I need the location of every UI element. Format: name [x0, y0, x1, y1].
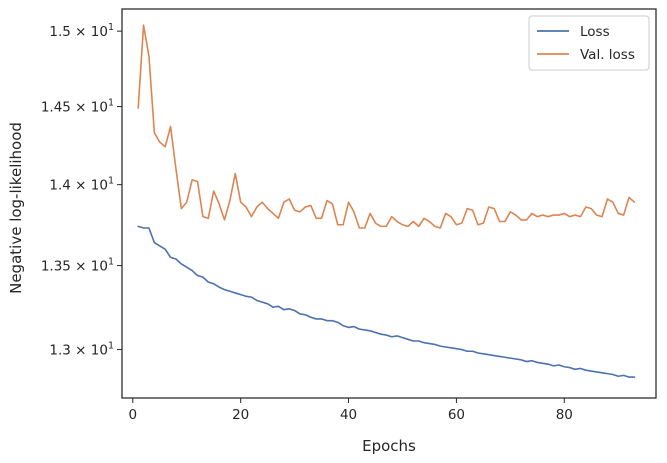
y-tick-exponent: 1: [108, 98, 114, 109]
y-axis-ticks: 1.3 × 101 1.35 × 101 1.4 × 101 1.45 × 101 1.…: [41, 22, 122, 359]
y-tick-label: 1.45 × 101: [41, 98, 114, 116]
y-tick-label: 1.3 × 101: [49, 341, 114, 359]
x-tick-label: 20: [232, 407, 249, 423]
x-axis-ticks: 0 20 40 60 80: [128, 398, 573, 423]
legend: Loss Val. loss: [528, 15, 650, 71]
x-tick-label: 60: [448, 407, 465, 423]
x-tick-label: 0: [128, 407, 137, 423]
series-layer: [137, 24, 636, 378]
y-tick-label: 1.4 × 101: [49, 176, 114, 194]
legend-label-loss: Loss: [580, 24, 610, 40]
x-tick-label: 40: [340, 407, 357, 423]
legend-label-val-loss: Val. loss: [580, 47, 635, 63]
y-tick-exponent: 1: [108, 22, 114, 33]
y-tick-label: 1.5 × 101: [49, 22, 114, 40]
x-axis-label: Epochs: [362, 437, 416, 455]
series-line-loss: [137, 225, 636, 378]
y-tick-label: 1.35 × 101: [41, 257, 114, 275]
y-tick-exponent: 1: [108, 341, 114, 352]
legend-box: [528, 15, 650, 71]
y-tick-exponent: 1: [108, 257, 114, 268]
series-line-val-loss: [137, 24, 636, 229]
axes-frame: [121, 8, 657, 399]
x-tick-label: 80: [556, 407, 573, 423]
y-tick-exponent: 1: [108, 176, 114, 187]
y-axis-label: Negative log-likelihood: [7, 122, 25, 294]
